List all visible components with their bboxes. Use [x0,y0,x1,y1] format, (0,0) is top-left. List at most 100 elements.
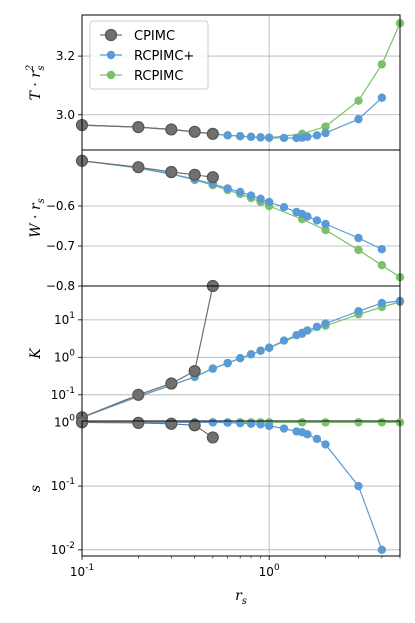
series-line-cpimc [82,286,214,418]
panel-frame [81,149,401,287]
data-point-rcpimc-plus [235,132,245,141]
y-tick-label: 3.0 [56,108,75,122]
data-point-rcpimc [354,245,363,255]
data-point-rcpimc-plus [208,418,218,427]
panel-2: W · rs [28,149,405,287]
data-point-rcpimc [354,418,363,427]
data-point-cpimc [188,419,201,432]
legend-marker [104,28,118,42]
data-point-rcpimc-plus [208,364,218,373]
y-tick-label: 10-1 [51,386,75,402]
data-point-rcpimc-plus [321,319,330,328]
data-point-rcpimc-plus [312,322,322,332]
data-point-rcpimc-plus [264,133,274,142]
data-point-rcpimc-plus [256,346,265,355]
y-axis-label: K [28,347,44,360]
data-point-rcpimc-plus [264,197,274,207]
data-point-cpimc [188,168,201,181]
data-point-rcpimc-plus [377,545,387,555]
data-point-cpimc [206,431,219,444]
y-tick-label: 100 [54,348,75,364]
data-point-cpimc [165,123,178,136]
data-point-cpimc [165,165,178,179]
data-point-rcpimc-plus [279,203,289,212]
y-tick-label: −0.7 [46,239,75,253]
legend: CPIMC RCPIMC+ RCPIMC [89,20,209,90]
y-tick-label: −0.8 [46,279,75,293]
data-point-rcpimc-plus [303,326,312,335]
data-point-rcpimc-plus [312,434,322,444]
data-point-rcpimc [321,418,330,427]
data-point-cpimc [132,416,145,430]
data-point-rcpimc-plus [223,131,232,140]
data-point-rcpimc [321,122,330,131]
data-point-rcpimc-plus [235,418,245,428]
data-point-cpimc [188,125,201,138]
data-point-cpimc [165,417,178,430]
panel-1: T · r2s [25,14,405,151]
data-point-rcpimc-plus [246,132,256,141]
data-point-rcpimc-plus [246,350,256,359]
data-point-cpimc [132,121,145,134]
legend-entry: RCPIMC+ [134,49,194,64]
data-point-rcpimc-plus [264,343,274,352]
data-point-rcpimc-plus [223,184,232,193]
legend-entry: CPIMC [134,29,175,44]
data-point-rcpimc-plus [264,421,274,431]
data-point-rcpimc [377,60,387,69]
data-point-rcpimc-plus [279,133,289,143]
data-point-rcpimc-plus [321,440,330,449]
data-point-rcpimc [321,225,330,235]
data-point-rcpimc-plus [377,93,387,102]
panel-frame [81,420,401,557]
data-point-cpimc [188,364,201,378]
legend-marker [106,70,116,80]
legend-box [89,20,209,90]
y-tick-label: 101 [54,311,75,327]
legend-marker [106,50,116,60]
y-axis-label: W · rs [28,198,47,238]
data-point-rcpimc-plus [223,418,232,427]
data-point-rcpimc-plus [303,430,312,439]
data-point-rcpimc-plus [354,114,363,124]
y-tick-label: −0.6 [46,199,75,213]
data-point-rcpimc-plus [312,216,322,225]
data-point-rcpimc-plus [303,132,312,141]
data-point-rcpimc-plus [235,187,245,197]
data-point-cpimc [206,171,219,184]
series-line-rcpimc [82,160,400,278]
data-point-rcpimc-plus [354,233,363,243]
data-point-rcpimc-plus [256,420,265,429]
data-point-rcpimc-plus [321,128,330,138]
panel-3: K [28,279,405,424]
data-point-rcpimc-plus [312,131,322,140]
series-line-rcpimc-plus [82,160,383,250]
data-point-rcpimc-plus [321,219,330,229]
panel-frame [81,285,401,422]
panel-4: s [28,416,405,557]
data-point-rcpimc-plus [377,298,387,308]
x-tick-label: 100 [259,563,280,579]
x-axis-label: rs [235,588,247,607]
data-point-rcpimc-plus [279,336,289,345]
data-point-rcpimc-plus [279,424,289,433]
data-point-rcpimc-plus [354,481,363,491]
data-point-rcpimc-plus [303,212,312,221]
data-point-rcpimc [377,261,387,270]
y-axis-label: T · r2s [25,65,47,101]
data-point-rcpimc [354,96,363,105]
data-point-rcpimc-plus [256,133,265,142]
x-tick-label: 10-1 [70,563,94,579]
y-tick-label: 100 [54,413,75,429]
data-point-rcpimc [297,418,307,427]
data-point-rcpimc-plus [235,353,245,363]
data-point-cpimc [206,127,219,140]
y-axis-label: s [28,485,44,492]
data-point-rcpimc-plus [223,358,232,368]
y-tick-label: 3.2 [56,49,75,63]
data-point-rcpimc-plus [377,245,387,254]
y-tick-label: 10-2 [51,541,75,557]
data-point-rcpimc-plus [246,191,256,200]
data-point-rcpimc-plus [246,419,256,428]
